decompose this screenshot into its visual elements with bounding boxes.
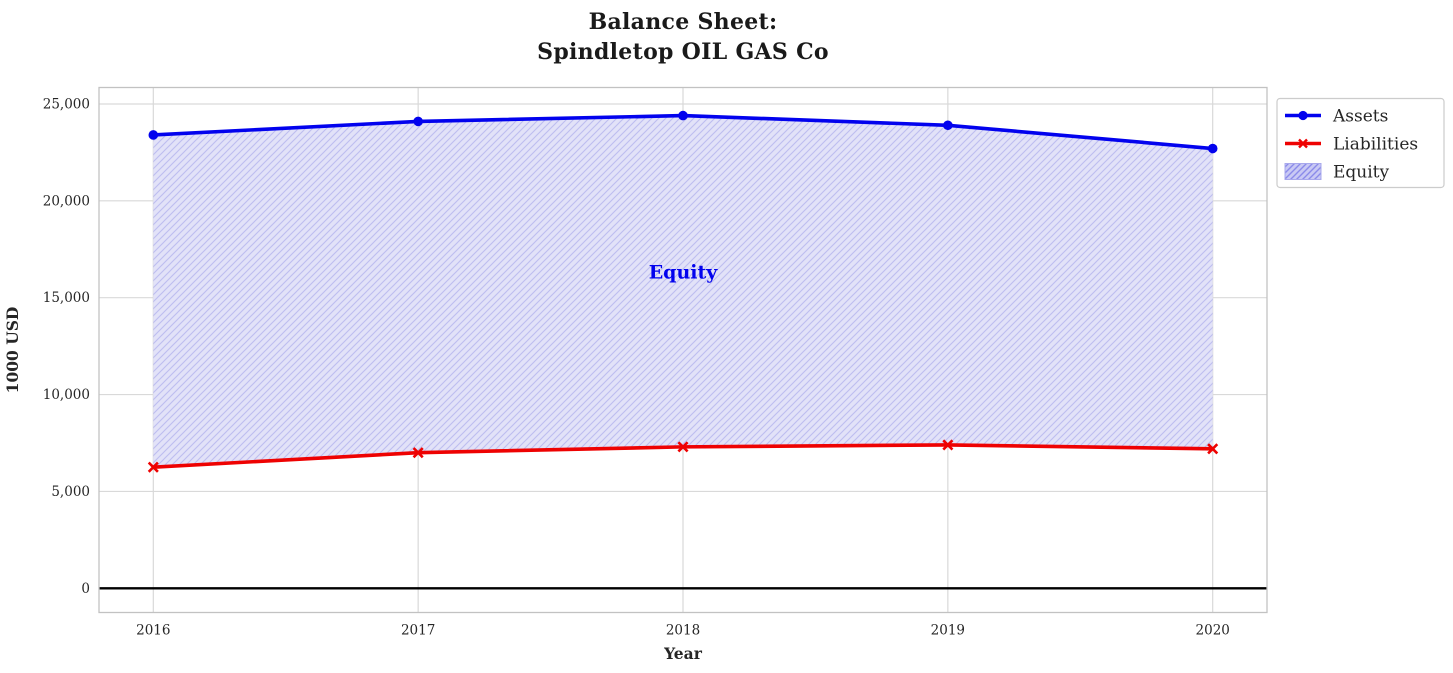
- legend-entry-label: Liabilities: [1333, 135, 1418, 155]
- liabilities-marker: [942, 439, 954, 451]
- x-tick-label: 2019: [931, 623, 965, 639]
- liabilities-marker: [677, 441, 689, 453]
- legend-assets-marker: [1298, 110, 1308, 121]
- legend-entry: Equity: [1284, 163, 1390, 183]
- x-marker-stroke: [412, 447, 424, 459]
- x-tick-label: 2017: [401, 623, 435, 639]
- y-tick-label: 5,000: [51, 484, 90, 500]
- legend-entry: Liabilities: [1285, 135, 1418, 155]
- liabilities-marker: [1207, 443, 1219, 455]
- assets-marker: [943, 120, 953, 131]
- assets-marker: [1207, 143, 1218, 154]
- y-tick-label: 25,000: [43, 96, 90, 112]
- assets-marker: [148, 130, 159, 140]
- assets-marker: [678, 110, 688, 121]
- legend-liabilities-marker: [1298, 138, 1308, 149]
- legend: Assets Liabilities Equity: [1276, 97, 1445, 189]
- equity-annotation: Equity: [649, 261, 719, 283]
- y-tick-label: 10,000: [43, 387, 90, 403]
- equity-area: [153, 115, 1213, 468]
- liabilities-marker: [147, 461, 159, 473]
- x-marker-stroke: [1298, 138, 1308, 149]
- x-tick-label: 2018: [666, 623, 700, 639]
- legend-entry-label: Assets: [1332, 107, 1388, 127]
- legend-equity-swatch: [1284, 163, 1322, 180]
- chart-title-line2: Spindletop OIL GAS Co: [537, 39, 829, 65]
- x-tick-label: 2016: [136, 623, 170, 639]
- x-axis-label: Year: [663, 644, 703, 663]
- x-marker-stroke: [1207, 443, 1219, 455]
- assets-marker: [413, 116, 423, 127]
- x-marker-stroke: [677, 441, 689, 453]
- y-tick-label: 0: [81, 581, 90, 597]
- y-tick-label: 15,000: [43, 290, 90, 306]
- chart-title-line1: Balance Sheet:: [588, 9, 778, 35]
- plot-border: [98, 86, 1268, 614]
- legend-entry-label: Equity: [1333, 163, 1390, 183]
- x-marker-stroke: [942, 439, 954, 451]
- liabilities-marker: [412, 447, 424, 459]
- y-tick-label: 20,000: [43, 193, 90, 209]
- chart-title: Balance Sheet: Spindletop OIL GAS Co: [99, 7, 1267, 67]
- y-axis-label: 1000 USD: [3, 307, 22, 394]
- legend-entry: Assets: [1285, 107, 1388, 127]
- x-marker-stroke: [147, 461, 159, 473]
- x-tick-label: 2020: [1196, 623, 1230, 639]
